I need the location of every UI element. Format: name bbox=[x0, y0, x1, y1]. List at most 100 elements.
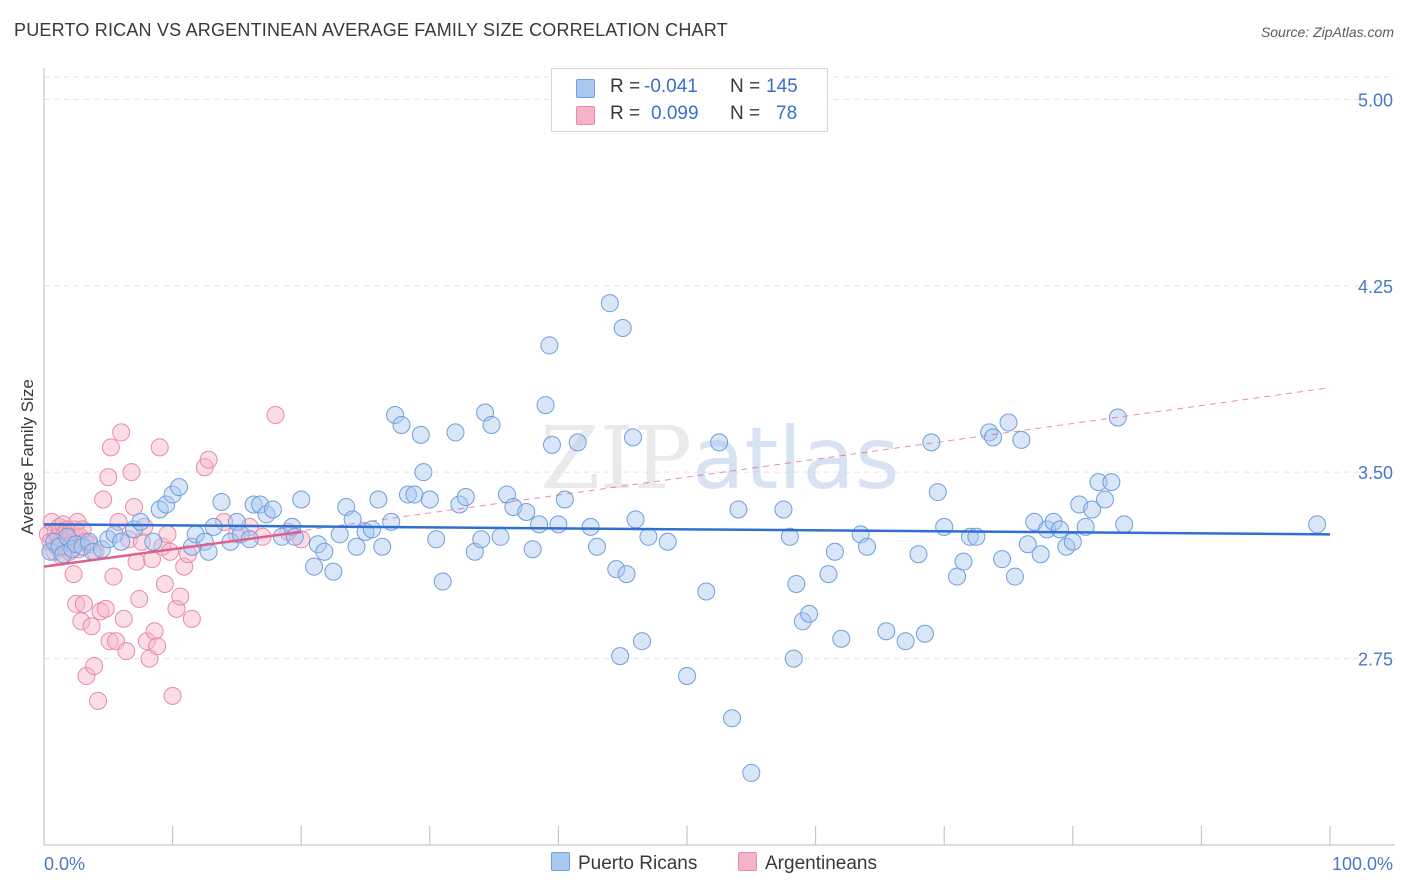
puerto-rican-point bbox=[617, 565, 636, 584]
puerto-rican-point bbox=[392, 415, 411, 434]
puerto-rican-point bbox=[639, 527, 658, 546]
argentinean-point bbox=[122, 463, 141, 482]
puerto-rican-point bbox=[347, 537, 366, 556]
argentinean-point bbox=[266, 406, 285, 425]
puerto-rican-point bbox=[555, 490, 574, 509]
argentinean-point bbox=[112, 423, 131, 442]
legend-swatch-pink bbox=[576, 106, 595, 125]
legend-r-label: R = bbox=[610, 103, 641, 124]
argentinean-trend-extension bbox=[43, 387, 1331, 568]
puerto-rican-point bbox=[1095, 490, 1114, 509]
puerto-rican-point bbox=[935, 517, 954, 536]
puerto-rican-point bbox=[1063, 532, 1082, 551]
argentinean-point bbox=[67, 594, 86, 613]
puerto-rican-point bbox=[626, 510, 645, 529]
puerto-rican-point bbox=[896, 632, 915, 651]
puerto-rican-point bbox=[263, 500, 282, 519]
puerto-rican-point bbox=[244, 495, 263, 514]
legend-n-value: 145 bbox=[766, 76, 798, 97]
puerto-rican-point bbox=[112, 532, 131, 551]
puerto-rican-point bbox=[954, 552, 973, 571]
argentinean-point bbox=[145, 622, 164, 641]
puerto-rican-point bbox=[587, 537, 606, 556]
puerto-rican-point bbox=[517, 502, 536, 521]
argentinean-point bbox=[137, 632, 156, 651]
puerto-rican-point bbox=[909, 545, 928, 564]
puerto-rican-point bbox=[305, 557, 324, 576]
legend-item-argentineans[interactable]: Argentineans bbox=[738, 852, 877, 875]
puerto-rican-point bbox=[780, 527, 799, 546]
puerto-rican-point bbox=[1308, 515, 1327, 534]
puerto-rican-point bbox=[308, 535, 327, 554]
puerto-rican-point bbox=[678, 666, 696, 685]
puerto-rican-point bbox=[1044, 512, 1063, 531]
y-tick-label: 4.25 bbox=[1358, 277, 1393, 297]
puerto-rican-point bbox=[1018, 535, 1037, 554]
puerto-rican-point bbox=[697, 582, 716, 601]
puerto-rican-point bbox=[144, 532, 163, 551]
puerto-ricans-points bbox=[41, 294, 1327, 782]
legend-row-puerto-ricans: R = -0.041 N = 145 bbox=[552, 75, 827, 99]
puerto-rican-point bbox=[928, 483, 947, 502]
puerto-rican-point bbox=[858, 537, 877, 556]
argentinean-point bbox=[101, 438, 120, 457]
puerto-rican-point bbox=[411, 425, 430, 444]
puerto-rican-point bbox=[536, 396, 555, 415]
argentinean-point bbox=[94, 490, 113, 509]
argentinean-point bbox=[64, 565, 83, 584]
chart-source: Source: ZipAtlas.com bbox=[1260, 24, 1394, 40]
puerto-rican-point bbox=[742, 763, 761, 782]
puerto-rican-point bbox=[915, 624, 934, 643]
puerto-rican-point bbox=[369, 490, 388, 509]
puerto-rican-point bbox=[877, 622, 896, 641]
puerto-rican-point bbox=[386, 406, 405, 425]
argentinean-point bbox=[117, 642, 136, 661]
puerto-rican-point bbox=[170, 478, 189, 497]
puerto-rican-point bbox=[212, 493, 231, 512]
puerto-rican-point bbox=[723, 709, 742, 728]
puerto-rican-point bbox=[632, 632, 651, 651]
y-axis-label: Average Family Size bbox=[18, 379, 37, 535]
stats-legend: R = -0.041 N = 145 R = 0.099 N = 78 bbox=[551, 68, 828, 132]
puerto-rican-point bbox=[607, 560, 626, 579]
argentinean-point bbox=[148, 637, 167, 656]
puerto-rican-point bbox=[163, 485, 182, 504]
puerto-rican-point bbox=[549, 515, 568, 534]
puerto-rican-point bbox=[414, 463, 433, 482]
tick-labels: 2.75 3.50 4.25 5.00 0.0% 100.0% bbox=[44, 90, 1393, 874]
argentinean-point bbox=[163, 686, 182, 705]
puerto-rican-point bbox=[1012, 430, 1031, 449]
puerto-rican-point bbox=[1050, 520, 1069, 539]
puerto-rican-point bbox=[540, 336, 559, 355]
chart-title: PUERTO RICAN VS ARGENTINEAN AVERAGE FAMI… bbox=[14, 20, 728, 40]
argentinean-point bbox=[171, 587, 190, 606]
puerto-rican-point bbox=[446, 423, 465, 442]
watermark: ZIPatlas bbox=[540, 409, 899, 509]
argentinean-point bbox=[74, 594, 93, 613]
legend-item-puerto-ricans[interactable]: Puerto Ricans bbox=[551, 852, 697, 875]
puerto-rican-point bbox=[832, 629, 851, 648]
puerto-rican-point bbox=[472, 530, 491, 549]
legend-r-value: -0.041 bbox=[644, 76, 698, 97]
puerto-rican-point bbox=[623, 428, 642, 447]
argentinean-point bbox=[114, 609, 133, 628]
puerto-rican-point bbox=[1076, 517, 1095, 536]
trend-lines bbox=[43, 387, 1331, 568]
puerto-rican-point bbox=[1115, 515, 1134, 534]
legend-swatch-blue bbox=[551, 852, 570, 871]
puerto-rican-point bbox=[131, 512, 150, 531]
puerto-rican-point bbox=[948, 567, 967, 586]
x-tick-label: 0.0% bbox=[44, 854, 85, 874]
puerto-rican-point bbox=[984, 428, 1003, 447]
argentinean-point bbox=[91, 602, 110, 621]
puerto-rican-trend-line bbox=[43, 523, 1331, 536]
argentinean-point bbox=[155, 575, 174, 594]
y-tick-label: 5.00 bbox=[1358, 90, 1393, 110]
puerto-rican-point bbox=[420, 490, 439, 509]
puerto-rican-point bbox=[1083, 500, 1102, 519]
puerto-rican-point bbox=[1038, 520, 1057, 539]
puerto-rican-point bbox=[568, 433, 587, 452]
grid-lines bbox=[44, 76, 1395, 660]
argentinean-point bbox=[100, 632, 119, 651]
